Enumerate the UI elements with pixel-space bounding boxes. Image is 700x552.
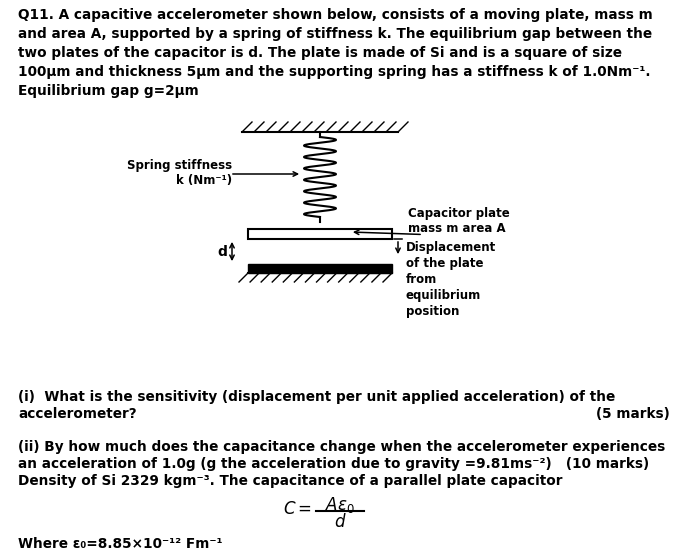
Text: $d$: $d$ — [334, 513, 346, 531]
Text: Capacitor plate: Capacitor plate — [408, 208, 510, 220]
Bar — [248, 264, 392, 273]
Text: Density of Si 2329 kgm⁻³. The capacitance of a parallel plate capacitor: Density of Si 2329 kgm⁻³. The capacitanc… — [18, 474, 563, 488]
Text: $A\varepsilon_0$: $A\varepsilon_0$ — [325, 495, 355, 515]
Text: Displacement
of the plate
from
equilibrium
position: Displacement of the plate from equilibri… — [406, 241, 496, 318]
Text: (i)  What is the sensitivity (displacement per unit applied acceleration) of the: (i) What is the sensitivity (displacemen… — [18, 390, 615, 404]
Text: an acceleration of 1.0g (g the acceleration due to gravity =9.81ms⁻²)   (10 mark: an acceleration of 1.0g (g the accelerat… — [18, 457, 649, 471]
Text: k (Nm⁻¹): k (Nm⁻¹) — [176, 174, 232, 187]
Text: $C =$: $C =$ — [283, 500, 312, 518]
Text: Q11. A capacitive accelerometer shown below, consists of a moving plate, mass m
: Q11. A capacitive accelerometer shown be… — [18, 8, 652, 98]
Text: accelerometer?: accelerometer? — [18, 407, 136, 421]
Text: (ii) By how much does the capacitance change when the accelerometer experiences: (ii) By how much does the capacitance ch… — [18, 440, 665, 454]
Text: Where ε₀=8.85×10⁻¹² Fm⁻¹: Where ε₀=8.85×10⁻¹² Fm⁻¹ — [18, 537, 223, 551]
Text: (5 marks): (5 marks) — [596, 407, 670, 421]
Text: mass m area A: mass m area A — [408, 222, 505, 236]
Text: d: d — [217, 245, 227, 258]
Text: Spring stiffness: Spring stiffness — [127, 159, 232, 172]
Bar — [248, 229, 392, 239]
